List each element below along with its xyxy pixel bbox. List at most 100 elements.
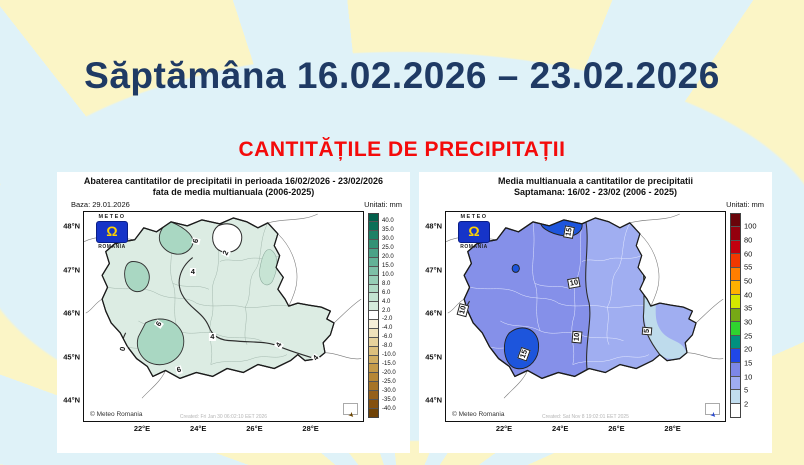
legend-cell	[369, 399, 378, 409]
legend-label: 2	[744, 399, 749, 409]
left-map-title-line1: Abaterea cantitatilor de precipitatii in…	[83, 176, 384, 186]
legend-label: 25	[744, 331, 753, 340]
legend-label: 80	[744, 235, 753, 245]
units-label: Unitati: mm	[364, 199, 402, 209]
positive-anomaly-patch	[124, 260, 150, 292]
contour-label: 5	[641, 326, 653, 336]
legend-label: -40.0	[382, 405, 396, 412]
latitude-tick-label: 44°N	[425, 395, 442, 405]
legend-cell	[369, 257, 378, 267]
legend-label: 4.0	[382, 298, 391, 305]
meteo-omega-icon: Ω	[458, 220, 490, 243]
latitude-tick-label: 45°N	[425, 352, 442, 362]
corner-arrow-icon: ➤	[343, 402, 358, 420]
legend-cell	[369, 320, 378, 329]
legend-cell	[369, 373, 378, 383]
high-precip-dot	[511, 263, 520, 273]
longitude-axis: 22°E 24°E 26°E 28°E	[445, 423, 726, 436]
copyright-label: © Meteo Romania	[452, 410, 505, 418]
legend-label: 15	[744, 358, 753, 368]
legend-label: 40	[744, 290, 753, 299]
legend-label: 20.0	[382, 254, 394, 261]
legend-label: 5	[744, 385, 749, 395]
legend-label: -6.0	[382, 334, 393, 341]
copyright-label: © Meteo Romania	[90, 410, 143, 418]
legend-cell	[731, 335, 740, 350]
longitude-tick-label: 22°E	[495, 423, 513, 433]
right-map-title-line2: Saptamana: 16/02 - 23/02 (2006 - 2025)	[513, 187, 678, 198]
legend-label: -30.0	[382, 387, 396, 394]
legend-cell	[731, 227, 740, 241]
latitude-tick-label: 47°N	[425, 265, 442, 275]
latitude-tick-label: 46°N	[425, 308, 442, 318]
legend-cell	[731, 363, 740, 377]
legend-label: 100	[744, 221, 757, 231]
contour-label: 15	[562, 225, 575, 240]
legend-label: 25.0	[382, 245, 394, 252]
latitude-tick-label: 48°N	[63, 221, 80, 231]
legend-cell	[369, 275, 378, 285]
legend-label: 35	[744, 303, 753, 313]
legend-cell	[731, 349, 740, 364]
positive-anomaly-patch	[137, 318, 185, 365]
base-date-label: Baza: 29.01.2026	[71, 199, 130, 209]
legend-label: 15.0	[382, 262, 394, 269]
legend-label: 10.0	[382, 271, 394, 278]
legend-cell	[369, 302, 378, 312]
legend-label: 30	[744, 317, 753, 327]
legend-cell	[369, 391, 378, 400]
legend-colorbar	[730, 212, 741, 418]
legend-label: 55	[744, 262, 753, 272]
created-timestamp: Created: Fri Jan 30 06:02:10 EET 2026	[179, 413, 268, 420]
latitude-tick-label: 46°N	[63, 308, 80, 318]
legend-label: 40.0	[382, 218, 394, 225]
right-legend: 100 80 60 55 50 40 35 30 25 20 15 10 5 2	[726, 212, 772, 421]
legend-cell	[369, 408, 378, 417]
legend-label: 35.0	[382, 227, 394, 234]
longitude-axis: 22°E 24°E 26°E 28°E	[83, 423, 364, 436]
meteo-romania-logo: METEO Ω ROMANIA	[88, 214, 136, 250]
legend-label: -8.0	[382, 343, 393, 350]
legend-cell	[369, 293, 378, 303]
left-map-meta-row: Baza: 29.01.2026 Unitati: mm	[57, 199, 410, 210]
legend-label: -25.0	[382, 378, 396, 385]
longitude-tick-label: 26°E	[246, 423, 263, 433]
legend-cell	[731, 295, 740, 309]
right-map-frame: METEO Ω ROMANIA © Meteo Romania Created:…	[445, 210, 726, 422]
legend-label: -4.0	[382, 325, 393, 332]
right-map-panel: Media multianuala a cantitatilor de prec…	[419, 172, 772, 453]
legend-cell	[731, 403, 740, 417]
longitude-tick-label: 28°E	[302, 423, 319, 433]
right-map-meta-row: Unitati: mm	[419, 199, 772, 210]
legend-cell	[369, 382, 378, 391]
legend-cell	[731, 390, 740, 404]
left-map-frame: METEO Ω ROMANIA © Meteo Romania Created:…	[83, 210, 364, 422]
longitude-tick-label: 24°E	[190, 423, 207, 433]
right-map-title-line1: Media multianuala a cantitatilor de prec…	[497, 176, 694, 186]
legend-cell	[369, 311, 378, 320]
legend-cell	[731, 281, 740, 296]
legend-cell	[369, 240, 378, 249]
legend-label: 30.0	[382, 236, 394, 243]
legend-cell	[369, 231, 378, 241]
legend-cell	[731, 267, 740, 282]
longitude-tick-label: 26°E	[608, 423, 625, 433]
legend-cell	[731, 308, 740, 323]
legend-cell	[369, 337, 378, 347]
legend-label: 50	[744, 276, 753, 286]
legend-cell	[731, 322, 740, 336]
legend-label: -10.0	[382, 352, 396, 359]
created-timestamp: Created: Sat Nov 8 19:02:01 EET 2025	[542, 413, 629, 420]
slide-title: Săptămâna 16.02.2026 – 23.02.2026	[84, 55, 720, 96]
positive-anomaly-patch	[159, 220, 194, 255]
legend-cell	[731, 240, 740, 255]
legend-cell	[731, 376, 740, 391]
latitude-tick-label: 47°N	[63, 265, 80, 275]
legend-label: 10	[744, 372, 753, 381]
legend-cell	[369, 222, 378, 232]
right-map-area: 48°N 47°N 46°N 45°N 44°N	[419, 210, 772, 423]
latitude-axis: 48°N 47°N 46°N 45°N 44°N	[419, 211, 445, 423]
meteo-omega-icon: Ω	[96, 220, 128, 243]
legend-cell	[369, 355, 378, 365]
